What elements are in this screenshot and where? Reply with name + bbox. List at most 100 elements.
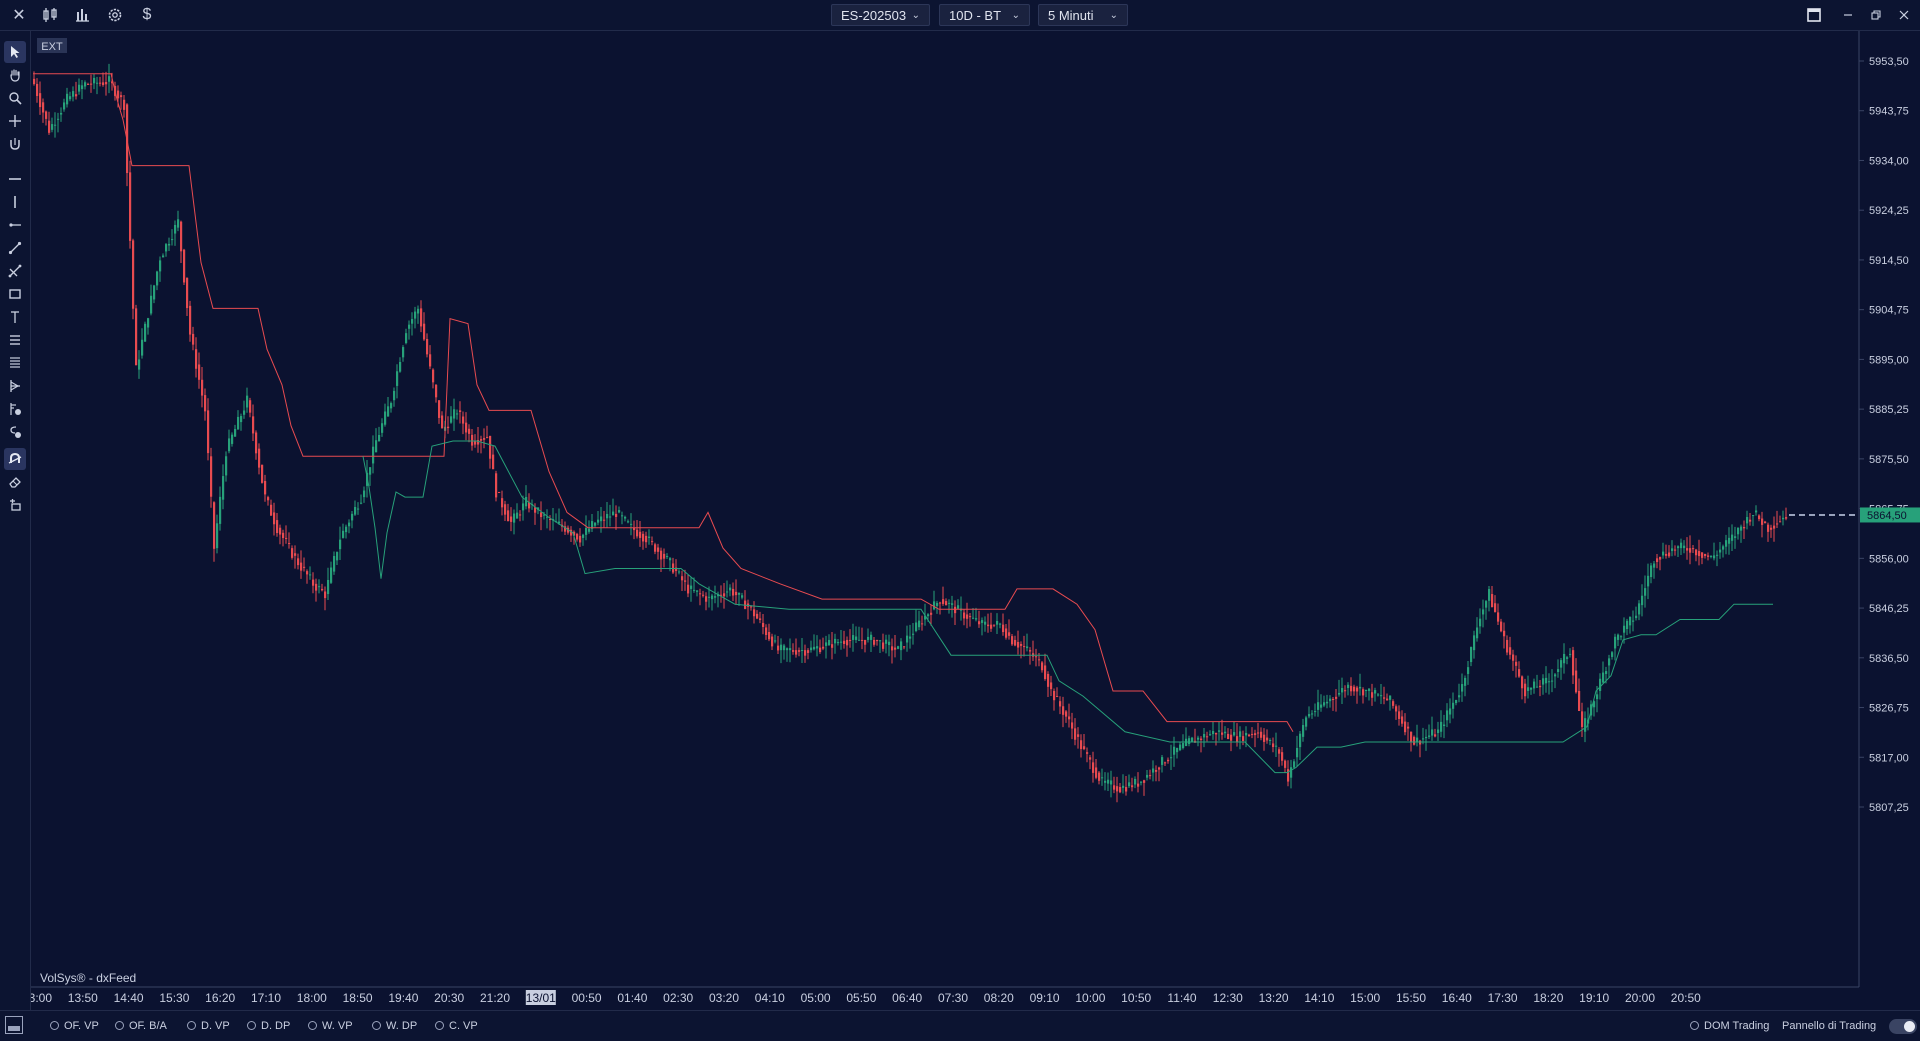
candle-body — [468, 428, 471, 434]
candle-body — [75, 94, 78, 97]
candle-body — [186, 277, 189, 309]
candle-body — [1050, 682, 1053, 690]
candle-body — [738, 592, 741, 595]
candle-body — [204, 395, 207, 412]
panel-toggle-icon[interactable] — [5, 1016, 23, 1034]
candle-body — [501, 498, 504, 508]
settings-icon[interactable] — [104, 4, 126, 26]
option-of-ba[interactable]: OF. B/A — [115, 1019, 167, 1033]
dom-trading-option[interactable]: DOM Trading — [1690, 1019, 1769, 1033]
candle-body — [792, 650, 795, 652]
close-icon[interactable]: ✕ — [12, 7, 26, 24]
candle-body — [858, 639, 861, 641]
candle-body — [486, 436, 489, 438]
candle-body — [537, 507, 540, 510]
close-window-icon[interactable] — [1892, 4, 1916, 26]
symbol-dropdown[interactable]: ES-202503 ⌄ — [831, 4, 930, 26]
text-icon[interactable] — [4, 306, 26, 328]
dollar-icon[interactable]: $ — [142, 6, 152, 23]
candle-body — [201, 379, 204, 396]
candle-body — [1038, 659, 1041, 661]
timeframe-dropdown[interactable]: 5 Minuti ⌄ — [1038, 4, 1128, 26]
candle-body — [1659, 556, 1662, 560]
time-tick-label: 10:50 — [1121, 991, 1151, 1005]
candle-body — [1617, 634, 1620, 640]
option-c-vp[interactable]: C. VP — [435, 1019, 478, 1033]
candle-body — [1473, 635, 1476, 651]
zoom-icon[interactable] — [4, 87, 26, 109]
layers-icon[interactable] — [4, 494, 26, 516]
candle-body — [147, 318, 150, 328]
ray-icon[interactable] — [4, 214, 26, 236]
ext-badge[interactable] — [37, 38, 67, 53]
candle-body — [1719, 549, 1722, 553]
option-w-vp[interactable]: W. VP — [308, 1019, 353, 1033]
candle-body — [1164, 762, 1167, 764]
candle-body — [1548, 681, 1551, 683]
candle-body — [1449, 708, 1452, 715]
candle-body — [1566, 657, 1569, 659]
fibonacci-icon[interactable] — [4, 260, 26, 282]
candle-body — [1116, 786, 1119, 792]
horizontal-line-icon[interactable] — [4, 168, 26, 190]
candle-body — [459, 410, 462, 412]
candle-body — [1308, 714, 1311, 717]
speed-profile-icon[interactable] — [4, 421, 26, 443]
candle-body — [624, 516, 627, 519]
candle-body — [198, 364, 201, 380]
cursor-arrow-icon[interactable] — [4, 41, 26, 63]
top-bar: ✕ $ ES-202503 ⌄ 10D - BT ⌄ 5 Minuti ⌄ — [0, 0, 1920, 31]
eraser-icon[interactable] — [4, 471, 26, 493]
trend-line-icon[interactable] — [4, 237, 26, 259]
candle-body — [810, 647, 813, 651]
option-d-vp[interactable]: D. VP — [187, 1019, 230, 1033]
candle-body — [1443, 724, 1446, 727]
candle-body — [705, 596, 708, 602]
candle-body — [1596, 694, 1599, 700]
candle-body — [1113, 785, 1116, 790]
candle-body — [63, 102, 66, 110]
candle-body — [387, 406, 390, 417]
price-chart[interactable]: 5953,50 5943,75 5934,00 5924,25 5914,50 5904,… — [31, 31, 1920, 1010]
lines-icon[interactable] — [4, 329, 26, 351]
candle-body — [492, 454, 495, 470]
candle-body — [282, 532, 285, 539]
vertical-line-icon[interactable] — [4, 191, 26, 213]
rectangle-icon[interactable] — [4, 283, 26, 305]
candle-body — [342, 530, 345, 538]
candle-body — [843, 640, 846, 644]
candle-body — [1746, 517, 1749, 524]
option-d-dp[interactable]: D. DP — [247, 1019, 290, 1033]
trading-panel-toggle[interactable] — [1889, 1019, 1917, 1034]
option-of-vp[interactable]: OF. VP — [50, 1019, 99, 1033]
period-dropdown[interactable]: 10D - BT ⌄ — [939, 4, 1030, 26]
minimize-icon[interactable] — [1836, 4, 1860, 26]
candle-body — [711, 595, 714, 600]
candle-body — [234, 429, 237, 437]
magnet-mode-icon[interactable] — [4, 448, 26, 470]
hand-icon[interactable] — [4, 64, 26, 86]
fib-levels-icon[interactable] — [4, 352, 26, 374]
crosshair-icon[interactable] — [4, 110, 26, 132]
candle-body — [1638, 603, 1641, 615]
candle-body — [1080, 740, 1083, 750]
option-w-dp[interactable]: W. DP — [372, 1019, 417, 1033]
candlestick-icon[interactable] — [39, 4, 61, 26]
magnet-icon[interactable] — [4, 133, 26, 155]
time-tick-label: 17:10 — [251, 991, 281, 1005]
pitchfork-icon[interactable] — [4, 375, 26, 397]
candle-body — [1278, 749, 1281, 754]
restore-icon[interactable] — [1864, 4, 1888, 26]
candle-body — [1359, 686, 1362, 689]
candle-body — [90, 83, 93, 85]
candle-body — [291, 548, 294, 558]
candle-body — [189, 305, 192, 335]
candle-body — [1467, 667, 1470, 674]
candle-body — [516, 512, 519, 519]
candle-body — [585, 527, 588, 535]
price-tick-label: 5953,50 — [1869, 56, 1909, 68]
layout-icon[interactable] — [1802, 4, 1826, 26]
candle-body — [1557, 669, 1560, 673]
bar-chart-icon[interactable] — [71, 4, 93, 26]
volume-profile-icon[interactable] — [4, 398, 26, 420]
